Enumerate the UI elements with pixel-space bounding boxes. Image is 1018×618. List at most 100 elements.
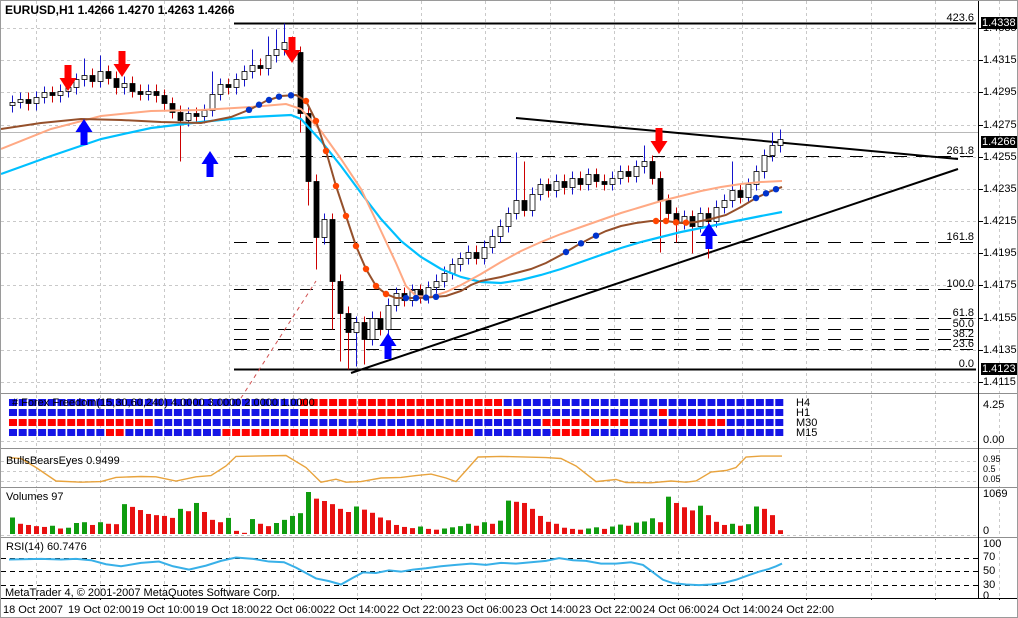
fib-level-label: 261.8	[946, 145, 974, 157]
volume-bar	[650, 518, 655, 534]
freedom-square-m15	[552, 429, 561, 436]
freedom-square-m30	[668, 419, 677, 426]
freedom-square-m15	[67, 429, 76, 436]
freedom-square-h1	[28, 409, 37, 416]
volume-bar	[242, 532, 247, 534]
candle-body	[553, 181, 560, 191]
price-tick-label: 1.4115	[983, 376, 1016, 388]
freedom-square-h1	[426, 409, 435, 416]
freedom-square-h1	[600, 409, 609, 416]
freedom-square-h1	[552, 409, 561, 416]
freedom-square-m15	[173, 429, 182, 436]
candle-body	[89, 75, 96, 82]
candle-body	[137, 91, 144, 95]
freedom-square-h4	[28, 399, 37, 406]
freedom-square-m30	[707, 419, 716, 426]
trend-dot-down	[352, 242, 360, 250]
trend-dot-up	[245, 106, 253, 114]
candle-body	[273, 49, 280, 56]
freedom-square-h1	[445, 409, 454, 416]
time-tick-label: 23 Oct 22:00	[579, 604, 642, 616]
freedom-square-m15	[154, 429, 163, 436]
volume-bar	[426, 528, 431, 534]
freedom-square-h1	[338, 409, 347, 416]
freedom-square-h4	[523, 399, 532, 406]
candle-body	[353, 322, 360, 333]
freedom-square-m30	[115, 419, 124, 426]
volume-bar	[274, 522, 279, 534]
candle-body	[121, 83, 128, 88]
forex-freedom-panel[interactable]	[1, 395, 978, 448]
candle-body	[665, 200, 672, 214]
fib-level-label: 50.0	[953, 318, 974, 330]
freedom-square-h4	[591, 399, 599, 406]
volume-bar	[82, 522, 87, 534]
freedom-square-m30	[736, 419, 745, 426]
trend-dot-up	[265, 96, 273, 104]
volume-bar	[450, 527, 455, 534]
vol-axis-label: 0	[983, 525, 990, 537]
freedom-square-h4	[688, 399, 696, 406]
bbe-axis-label: 0.5	[983, 464, 996, 474]
freedom-square-h1	[86, 409, 95, 416]
freedom-square-m30	[464, 419, 473, 426]
freedom-square-h1	[523, 409, 532, 416]
freedom-square-m30	[154, 419, 163, 426]
freedom-square-m30	[688, 419, 696, 426]
freedom-square-h1	[164, 409, 173, 416]
freedom-square-h4	[581, 399, 590, 406]
time-axis[interactable]: 18 Oct 2007 19 Oct 02:00 19 Oct 10:00 19 Oc…	[1, 600, 1017, 617]
freedom-square-h1	[300, 409, 308, 416]
volume-bar	[706, 515, 711, 534]
volume-bar	[514, 501, 519, 534]
volumes-panel[interactable]	[1, 489, 978, 537]
volume-bar	[770, 515, 775, 534]
candle-body	[209, 94, 216, 111]
freedom-square-m15	[668, 429, 677, 436]
freedom-square-m30	[561, 419, 570, 426]
freedom-square-m15	[610, 429, 619, 436]
freedom-square-m15	[707, 429, 716, 436]
freedom-square-m30	[241, 419, 250, 426]
freedom-square-h1	[115, 409, 124, 416]
freedom-square-m30	[426, 419, 435, 426]
freedom-square-m15	[193, 429, 202, 436]
volume-bar	[666, 496, 671, 534]
volume-bar	[474, 525, 479, 534]
candle-body	[105, 71, 112, 79]
price-tick-label: 1.4135	[983, 344, 1017, 356]
volume-bar	[106, 523, 111, 534]
main-chart-panel[interactable]	[1, 1, 978, 393]
freedom-square-m15	[338, 429, 347, 436]
volume-bar	[266, 526, 271, 534]
bullsbearseyes-panel[interactable]	[1, 450, 978, 487]
freedom-square-h1	[726, 409, 735, 416]
freedom-square-m30	[397, 419, 405, 426]
buy-signal-arrow-icon	[75, 119, 93, 145]
candle-body	[609, 178, 616, 185]
freedom-square-m30	[600, 419, 609, 426]
freedom-square-h1	[203, 409, 211, 416]
freedom-square-h4	[658, 399, 667, 406]
freedom-square-h1	[775, 409, 784, 416]
freedom-square-m30	[406, 419, 415, 426]
volume-bar	[26, 524, 31, 534]
volume-bar	[690, 510, 695, 534]
volume-bar	[42, 526, 47, 534]
trendline	[515, 117, 959, 160]
candle-body	[193, 113, 200, 117]
freedom-square-m30	[377, 419, 386, 426]
time-tick-label: 19 Oct 18:00	[196, 604, 259, 616]
price-tick-label: 1.4275	[983, 119, 1017, 131]
rsi-panel[interactable]	[1, 539, 978, 598]
price-axis[interactable]: 1.43351.43151.42951.42751.42551.42351.42…	[980, 1, 1017, 598]
freedom-square-h1	[717, 409, 726, 416]
freedom-square-h1	[688, 409, 696, 416]
volume-bar	[434, 529, 439, 534]
freedom-square-h4	[513, 399, 522, 406]
freedom-square-m15	[164, 429, 173, 436]
freedom-square-h1	[329, 409, 338, 416]
volume-bar	[402, 526, 407, 534]
freedom-square-m15	[329, 429, 338, 436]
